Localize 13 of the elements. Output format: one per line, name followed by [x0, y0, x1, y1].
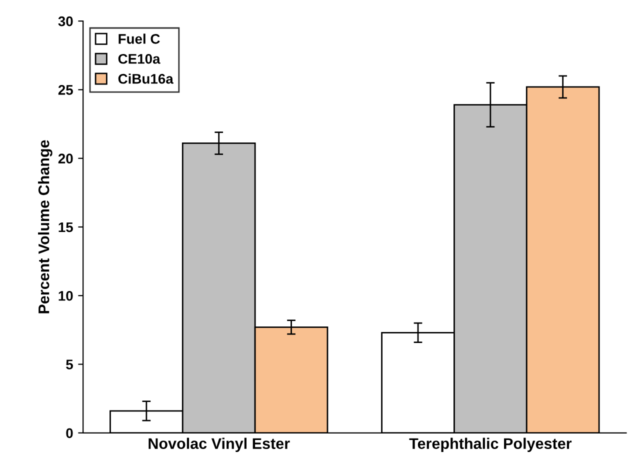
legend-label: Fuel C	[118, 34, 160, 44]
legend-label: CE10a	[118, 54, 160, 64]
y-tick-label: 25	[58, 85, 73, 95]
x-tick-label: Novolac Vinyl Ester	[148, 438, 290, 452]
y-tick-label: 15	[58, 222, 73, 232]
x-tick-label: Terephthalic Polyester	[409, 438, 572, 452]
y-tick-label: 30	[58, 16, 73, 26]
legend-label: CiBu16a	[118, 74, 174, 84]
y-tick-label: 5	[66, 360, 73, 370]
y-tick-label: 20	[58, 154, 73, 164]
y-tick-label: 0	[66, 428, 73, 438]
y-axis-title: Percent Volume Change	[38, 140, 52, 314]
y-tick-label: 10	[58, 290, 73, 301]
